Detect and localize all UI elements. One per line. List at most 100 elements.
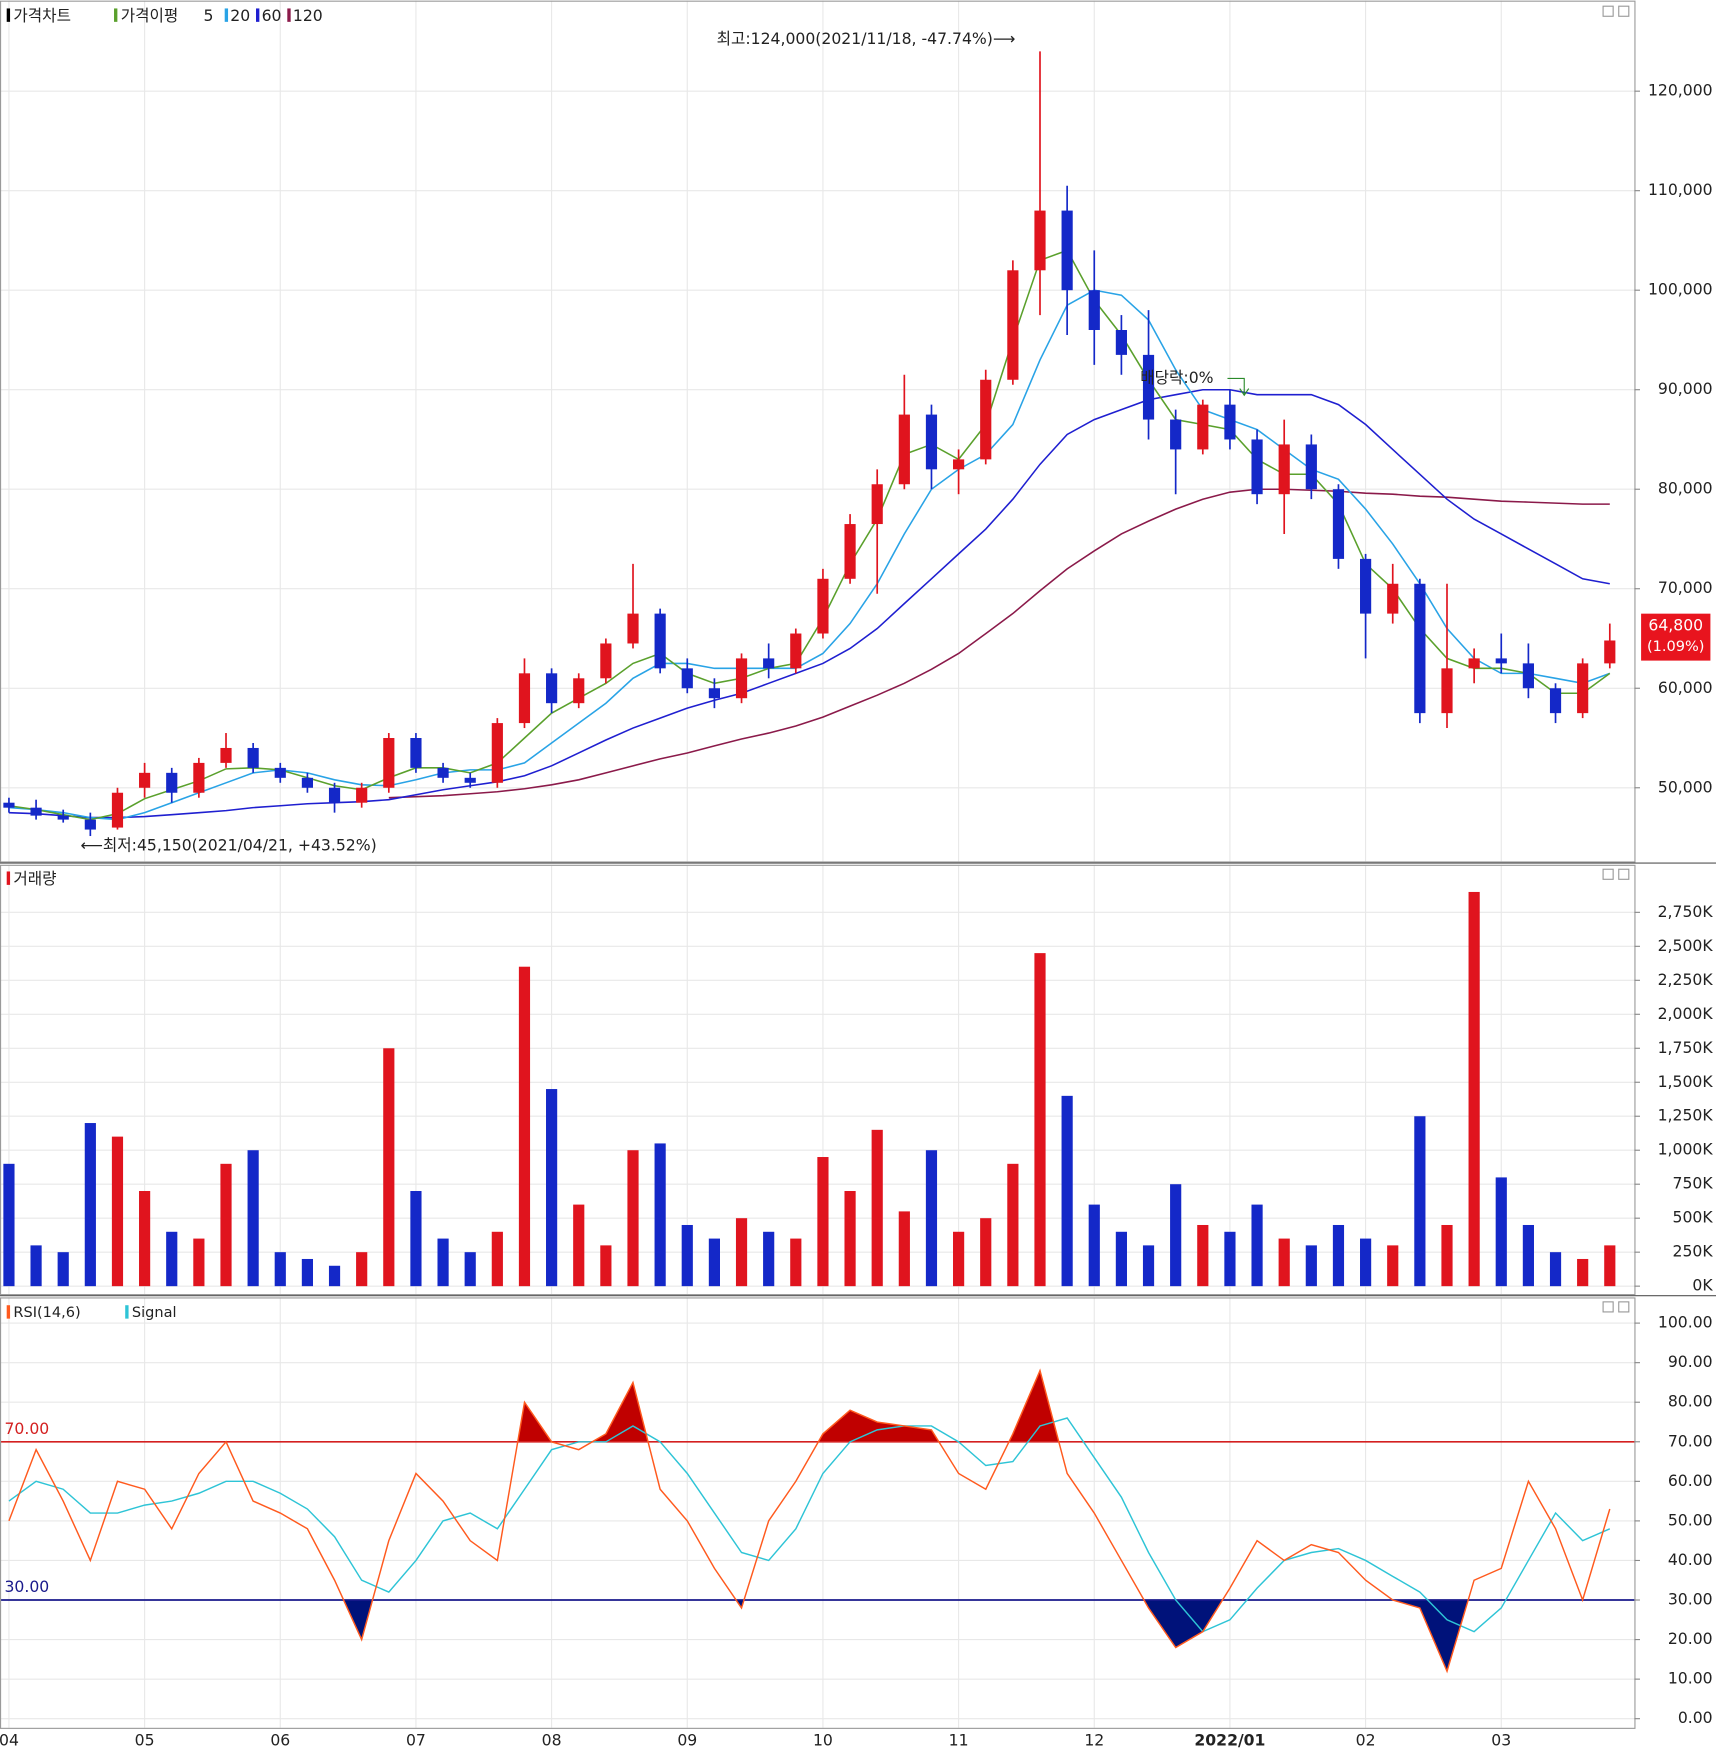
volume-bar — [328, 1265, 341, 1287]
y-tick-label: 30.00 — [1668, 1590, 1713, 1609]
ex-dividend-arrow — [1227, 377, 1245, 395]
candle-body — [600, 643, 612, 679]
volume-bar — [1034, 953, 1046, 1287]
chart-title: 가격차트 — [13, 6, 71, 25]
minimize-button[interactable] — [1602, 868, 1614, 880]
mark-layer — [0, 51, 1635, 1674]
volume-bar — [844, 1191, 856, 1287]
candle-body — [220, 747, 232, 763]
legend-swatch — [125, 1305, 129, 1319]
legend-item[interactable]: Signal — [132, 1305, 177, 1321]
close-button[interactable] — [1618, 868, 1630, 880]
candle-body — [817, 578, 829, 634]
candle-body — [3, 802, 15, 808]
volume-bar — [410, 1191, 422, 1287]
moving-average-line — [8, 388, 1610, 819]
x-tick-label: 05 — [135, 1731, 155, 1750]
volume-bar — [518, 966, 531, 1287]
panel-buttons[interactable] — [1602, 5, 1630, 1313]
candle-body — [139, 772, 151, 788]
candle-body — [925, 414, 938, 470]
overbought-fill — [517, 1370, 1059, 1442]
y-tick-label: 90.00 — [1668, 1352, 1713, 1371]
volume-bar — [708, 1238, 720, 1287]
y-tick-label: 10.00 — [1668, 1669, 1713, 1688]
y-tick-label: 2,750K — [1658, 902, 1714, 921]
moving-average-line — [388, 488, 1610, 799]
candle-body — [735, 658, 748, 699]
candle-body — [1360, 558, 1372, 614]
candle-body — [1034, 210, 1046, 271]
candle-body — [1577, 663, 1589, 714]
candle-body — [1278, 444, 1290, 495]
close-button[interactable] — [1618, 1301, 1630, 1313]
legend-title[interactable]: 가격이평 — [121, 6, 179, 25]
volume-bar — [247, 1150, 259, 1287]
close-button[interactable] — [1618, 5, 1630, 17]
last-price-change: (1.09%) — [1647, 639, 1704, 655]
candle-body — [464, 777, 476, 783]
ex-dividend-annotation: 배당락:0% — [1140, 368, 1213, 387]
volume-bar — [1522, 1224, 1534, 1287]
candle-body — [491, 723, 503, 783]
candle-body — [1604, 640, 1616, 664]
candle-body — [1224, 404, 1236, 440]
legend-swatch — [6, 1305, 11, 1319]
y-tick-label: 2,250K — [1658, 970, 1714, 989]
x-tick-label: 12 — [1084, 1731, 1104, 1750]
candle-body — [1522, 663, 1534, 689]
volume-bar — [1278, 1238, 1290, 1287]
grid-layer — [0, 0, 1635, 1728]
volume-bar — [1577, 1258, 1589, 1287]
legend-item[interactable]: 20 — [230, 6, 250, 25]
candle-body — [654, 613, 666, 669]
low-annotation: ⟵최저:45,150(2021/04/21, +43.52%) — [80, 835, 376, 854]
candle-body — [708, 688, 720, 699]
y-tick-label: 80.00 — [1668, 1392, 1713, 1411]
legend-item[interactable]: 60 — [262, 6, 282, 25]
minimize-button[interactable] — [1602, 1301, 1614, 1313]
candle-body — [247, 747, 259, 768]
candle-body — [1170, 419, 1182, 450]
volume-bar — [681, 1224, 693, 1287]
indicator-line — [8, 1368, 1611, 1674]
volume-bar — [627, 1150, 639, 1287]
rsi-panel — [0, 1297, 1636, 1729]
minimize-button[interactable] — [1602, 5, 1614, 17]
price-panel — [0, 0, 1636, 863]
legend-swatch — [256, 8, 260, 22]
legend-swatch — [6, 871, 11, 885]
volume-bar — [1468, 891, 1480, 1287]
y-tick-label: 70.00 — [1668, 1431, 1713, 1450]
volume-bar — [898, 1211, 910, 1287]
reference-label: 30.00 — [4, 1577, 49, 1596]
candle-body — [274, 767, 286, 778]
volume-bar — [1007, 1163, 1019, 1287]
x-tick-label: 03 — [1491, 1731, 1511, 1750]
legend-item[interactable]: RSI(14,6) — [13, 1305, 80, 1321]
x-tick-label: 2022/01 — [1194, 1731, 1265, 1750]
candle-body — [1549, 688, 1562, 714]
y-tick-label: 2,000K — [1658, 1004, 1714, 1023]
volume-bar — [1251, 1204, 1263, 1287]
candle-body — [1305, 444, 1317, 490]
candle-body — [1468, 658, 1480, 669]
legend-item[interactable]: 5 — [203, 6, 213, 25]
candle-body — [84, 819, 96, 830]
volume-bar — [383, 1048, 395, 1287]
candle-body — [518, 673, 531, 724]
legend-item[interactable]: 120 — [293, 6, 323, 25]
candle-body — [546, 673, 558, 704]
volume-bar — [437, 1238, 449, 1287]
volume-bar — [735, 1218, 748, 1287]
volume-bar — [57, 1252, 69, 1287]
volume-bar — [817, 1157, 829, 1287]
y-tick-label: 1,750K — [1658, 1038, 1714, 1057]
y-tick-label: 40.00 — [1668, 1550, 1713, 1569]
candle-body — [328, 787, 341, 803]
ex-dividend-arrow — [1239, 388, 1250, 397]
candle-body — [898, 414, 910, 485]
volume-bar — [491, 1231, 503, 1287]
candle-body — [573, 678, 585, 704]
